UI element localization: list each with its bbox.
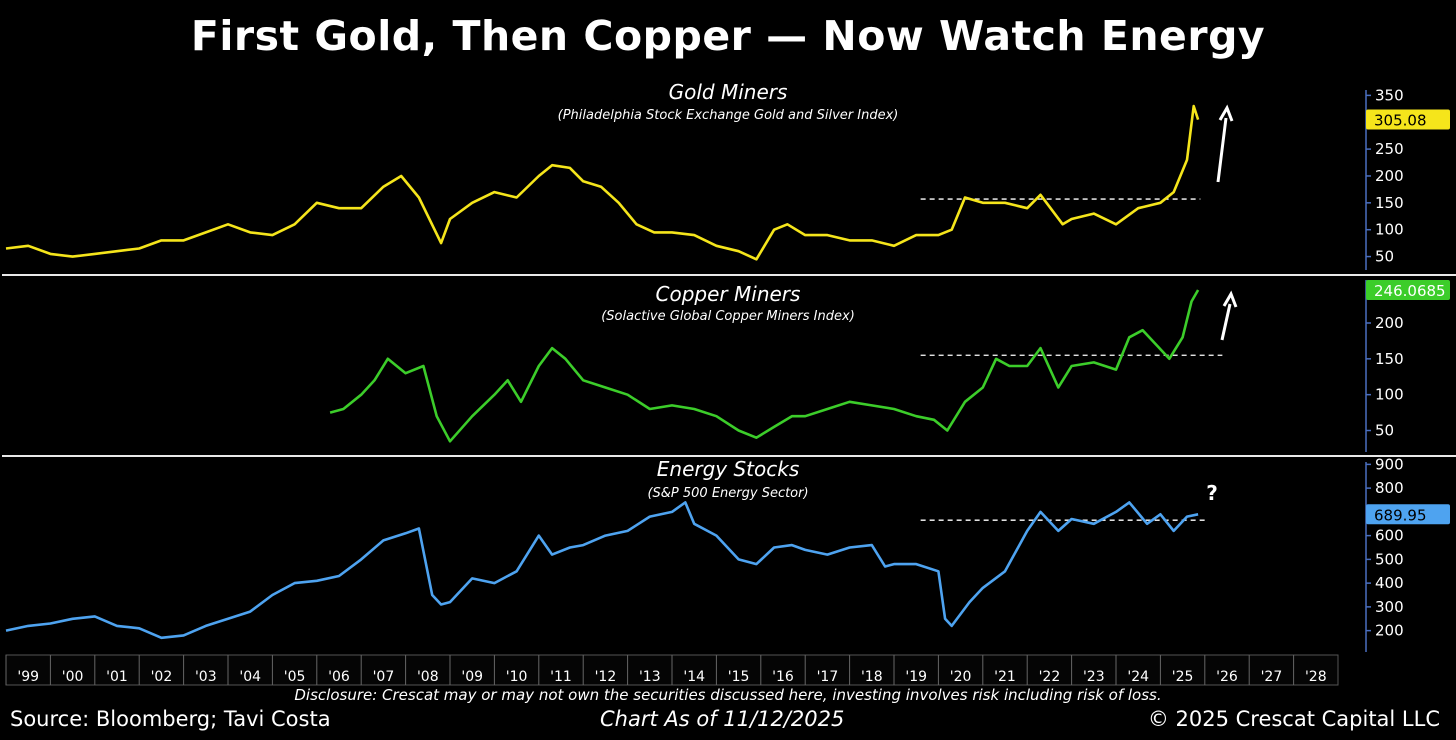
copper-minersy-tick-label: 100 [1375, 386, 1404, 404]
x-tick-label: '13 [639, 669, 661, 685]
energy-stockspanel-subtitle: (S&P 500 Energy Sector) [647, 486, 808, 501]
copper-minersy-tick-label: 150 [1375, 350, 1404, 368]
x-tick-label: '11 [550, 669, 572, 685]
x-tick-label: '28 [1305, 669, 1327, 685]
energy-stockspanel-title: Energy Stocks [657, 457, 800, 481]
energy-stockslast-value-label: 689.95 [1374, 506, 1427, 524]
copper-minersy-tick-label: 50 [1375, 422, 1394, 440]
x-tick-label: '07 [373, 669, 395, 685]
x-tick-label: '26 [1216, 669, 1238, 685]
copper-minerspanel-subtitle: (Solactive Global Copper Miners Index) [601, 309, 855, 324]
copper-minerspanel-title: Copper Miners [656, 282, 801, 306]
as-of-label: Chart As of 11/12/2025 [600, 707, 845, 731]
x-tick-label: '10 [506, 669, 528, 685]
gold-minerslast-value-label: 305.08 [1374, 112, 1427, 130]
gold-minerslast-value-badge [1366, 109, 1450, 130]
x-tick-label: '09 [461, 669, 483, 685]
energy-stocksquestion-annotation: ? [1206, 481, 1218, 505]
x-tick-label: '27 [1261, 669, 1283, 685]
x-tick-label: '12 [595, 669, 617, 685]
x-tick-label: '17 [817, 669, 839, 685]
x-tick-label: '14 [683, 669, 705, 685]
copper-minersy-tick-label: 200 [1375, 314, 1404, 332]
disclosure: Disclosure: Crescat may or may not own t… [294, 686, 1162, 704]
x-tick-label: '01 [106, 669, 128, 685]
x-tick-label: '06 [328, 669, 350, 685]
gold-minersy-tick-label: 100 [1375, 221, 1404, 239]
x-tick-label: '08 [417, 669, 439, 685]
energy-stocksy-tick-label: 200 [1375, 622, 1404, 640]
energy-stocksy-tick-label: 800 [1375, 479, 1404, 497]
x-tick-label: '18 [861, 669, 883, 685]
chart-title: First Gold, Then Copper — Now Watch Ener… [190, 12, 1266, 60]
x-tick-label: '20 [950, 669, 972, 685]
x-tick-label: '05 [284, 669, 306, 685]
energy-stocksseries-line [5, 501, 1199, 640]
up-arrow-icon [1218, 104, 1234, 122]
energy-stocksy-tick-label: 600 [1375, 527, 1404, 545]
energy-stocksy-tick-label: 500 [1375, 550, 1404, 568]
copper-minersseries-line [329, 289, 1200, 443]
gold-minersy-tick-label: 250 [1375, 140, 1404, 158]
copper-minerslast-value-label: 246.0685 [1374, 282, 1446, 300]
x-tick-label: '19 [905, 669, 927, 685]
gold-minersy-tick-label: 350 [1375, 86, 1404, 104]
gold-minersy-tick-label: 150 [1375, 194, 1404, 212]
x-tick-label: '03 [195, 669, 217, 685]
copper-minerslast-value-badge [1366, 279, 1450, 300]
gold-minersy-tick-label: 200 [1375, 167, 1404, 185]
x-tick-label: '16 [772, 669, 794, 685]
x-tick-label: '15 [728, 669, 750, 685]
x-tick-label: '99 [17, 669, 39, 685]
energy-stocksy-tick-label: 900 [1375, 455, 1404, 473]
x-tick-label: '22 [1039, 669, 1061, 685]
gold-minerspanel-subtitle: (Philadelphia Stock Exchange Gold and Si… [558, 108, 899, 123]
energy-stockslast-value-badge [1366, 504, 1450, 525]
x-tick-label: '00 [62, 669, 84, 685]
x-tick-label: '21 [994, 669, 1016, 685]
up-arrow-icon [1222, 290, 1238, 308]
up-arrow-icon [1220, 303, 1232, 341]
gold-minersseries-line [5, 104, 1200, 261]
up-arrow-icon [1216, 117, 1228, 183]
energy-stocksy-tick-label: 400 [1375, 574, 1404, 592]
x-tick-label: '25 [1172, 669, 1194, 685]
x-tick-label: '23 [1083, 669, 1105, 685]
gold-minerspanel-title: Gold Miners [669, 80, 788, 104]
x-tick-label: '02 [151, 669, 173, 685]
energy-stocksy-tick-label: 300 [1375, 598, 1404, 616]
gold-minersy-tick-label: 50 [1375, 248, 1394, 266]
x-tick-label: '24 [1127, 669, 1149, 685]
copyright-label: © 2025 Crescat Capital LLC [1147, 707, 1440, 731]
source-label: Source: Bloomberg; Tavi Costa [10, 707, 331, 731]
x-tick-label: '04 [239, 669, 261, 685]
